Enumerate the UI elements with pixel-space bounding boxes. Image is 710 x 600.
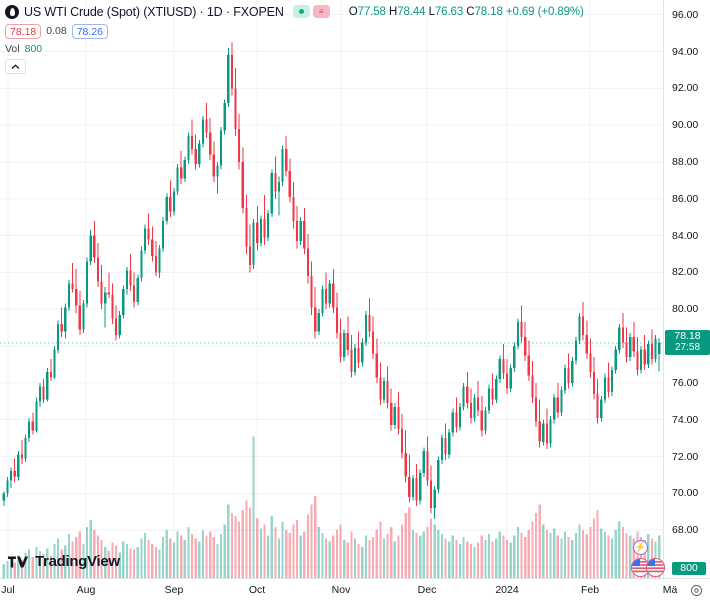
legend-chips: ≡ bbox=[292, 5, 330, 18]
price-axis-tick: 68.00 bbox=[672, 524, 699, 537]
event-flag-group[interactable] bbox=[631, 558, 665, 577]
price-chart-pane[interactable] bbox=[0, 0, 663, 578]
open-value: 77.58 bbox=[357, 5, 386, 18]
close-key: C bbox=[466, 5, 475, 18]
price-axis-tick: 90.00 bbox=[672, 119, 699, 132]
price-axis-tick: 88.00 bbox=[672, 156, 699, 168]
low-value: 76.63 bbox=[434, 5, 464, 18]
gear-icon[interactable] bbox=[690, 584, 703, 597]
price-axis-tick: 70.00 bbox=[672, 487, 699, 500]
time-axis-tick: Dec bbox=[417, 584, 437, 596]
tradingview-logo-icon: TradingView bbox=[8, 553, 120, 570]
volume-axis-badge[interactable]: 800 bbox=[672, 562, 706, 575]
legend-symbol-row[interactable]: US WTI Crude (Spot) (XTIUSD) · 1D · FXOP… bbox=[5, 3, 660, 20]
indicator-chip-icon[interactable] bbox=[292, 5, 310, 18]
ohlc-values: O77.58 H78.44 L76.63 C78.18 +0.69 (+0.89… bbox=[349, 6, 584, 18]
price-axis-tick: 76.00 bbox=[672, 376, 699, 389]
price-axis[interactable]: 96.00 94.00 92.00 90.00 88.00 86.00 84.00 82.00… bbox=[663, 0, 710, 578]
bid-price[interactable]: 78.18 bbox=[5, 23, 42, 39]
lightning-bolt-icon[interactable]: ⚡ bbox=[633, 540, 648, 555]
change-percent: (+0.89%) bbox=[537, 5, 584, 18]
ask-price[interactable]: 78.26 bbox=[71, 23, 108, 39]
price-axis-tick: 92.00 bbox=[672, 82, 699, 95]
brand-name: TradingView bbox=[35, 553, 120, 570]
price-axis-tick: 74.00 bbox=[672, 413, 699, 426]
high-value: 78.44 bbox=[397, 5, 426, 18]
legend-quote-row: 78.18 0.08 78.26 bbox=[5, 22, 660, 40]
low-key: L bbox=[428, 5, 435, 18]
time-axis-tick: Aug bbox=[76, 584, 96, 596]
price-axis-tick: 72.00 bbox=[672, 450, 699, 463]
us-flag-icon[interactable] bbox=[631, 558, 650, 577]
time-axis-tick: Feb bbox=[580, 584, 600, 596]
symbol-title[interactable]: US WTI Crude (Spot) (XTIUSD) · 1D · FXOP… bbox=[24, 4, 284, 19]
us-flag-icon[interactable] bbox=[646, 558, 665, 577]
time-axis-tick: 2024 bbox=[495, 584, 519, 596]
close-value: 78.18 bbox=[474, 5, 503, 18]
legend-volume-row[interactable]: Vol 800 bbox=[5, 41, 660, 56]
time-axis-tick: Mä bbox=[662, 584, 678, 596]
change-value: +0.69 bbox=[505, 5, 535, 18]
time-axis-tick: Jul bbox=[1, 584, 15, 596]
time-axis[interactable]: Jul Aug Sep Oct Nov Dec 2024 Feb Mä bbox=[0, 578, 710, 600]
volume-value: 800 bbox=[24, 42, 43, 55]
chart-legend: US WTI Crude (Spot) (XTIUSD) · 1D · FXOP… bbox=[0, 0, 660, 74]
chevron-up-icon[interactable] bbox=[5, 59, 26, 74]
price-axis-tick: 84.00 bbox=[672, 229, 699, 242]
price-axis-tick: 86.00 bbox=[672, 192, 699, 205]
time-axis-tick: Sep bbox=[164, 584, 184, 596]
price-axis-tick: 94.00 bbox=[672, 45, 699, 58]
volume-label: Vol bbox=[5, 42, 20, 55]
oil-drop-icon bbox=[5, 4, 19, 19]
time-axis-tick: Oct bbox=[248, 584, 266, 596]
price-axis-tick: 96.00 bbox=[672, 8, 699, 21]
time-axis-tick: Nov bbox=[331, 584, 351, 596]
open-key: O bbox=[348, 5, 358, 18]
price-axis-tick: 82.00 bbox=[672, 266, 699, 279]
list-chip-icon[interactable]: ≡ bbox=[312, 5, 330, 18]
spread-value: 0.08 bbox=[46, 25, 67, 37]
high-key: H bbox=[388, 5, 398, 18]
price-axis-tick: 80.00 bbox=[672, 303, 699, 316]
current-price-badge[interactable]: 78.18 27:58 bbox=[665, 329, 710, 355]
